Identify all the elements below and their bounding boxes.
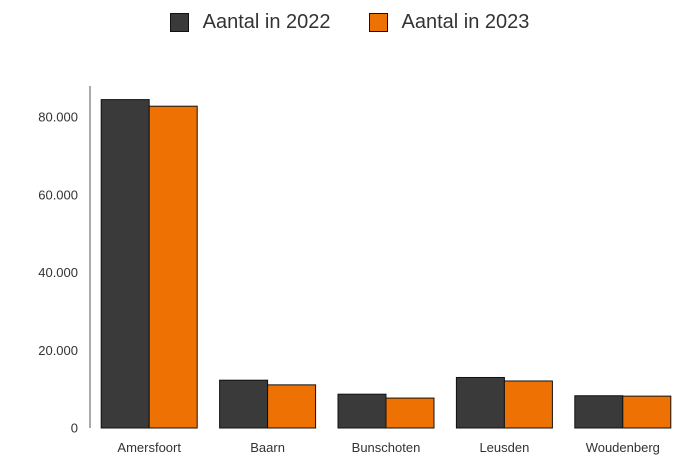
- bar-2022-leusden: [456, 377, 504, 428]
- y-tick-label: 0: [71, 421, 78, 436]
- y-tick-label: 20.000: [38, 343, 78, 358]
- x-tick-label: Amersfoort: [117, 440, 181, 455]
- bar-2023-leusden: [504, 381, 552, 428]
- bar-2023-amersfoort: [149, 106, 197, 428]
- x-tick-label: Woudenberg: [586, 440, 660, 455]
- x-axis: Amersfoort Baarn Bunschoten Leusden Woudenbe…: [117, 440, 659, 455]
- y-tick-label: 80.000: [38, 110, 78, 125]
- bar-2022-woudenberg: [575, 396, 623, 428]
- bar-2023-woudenberg: [623, 396, 671, 428]
- y-axis: 0 20.000 40.000 60.000 80.000: [38, 86, 90, 436]
- bars: [101, 100, 671, 428]
- x-tick-label: Bunschoten: [352, 440, 421, 455]
- bar-2022-amersfoort: [101, 100, 149, 428]
- y-tick-label: 60.000: [38, 187, 78, 202]
- bar-2023-bunschoten: [386, 398, 434, 428]
- bar-2022-bunschoten: [338, 394, 386, 428]
- x-tick-label: Baarn: [250, 440, 285, 455]
- x-tick-label: Leusden: [479, 440, 529, 455]
- bar-2023-baarn: [268, 385, 316, 428]
- y-tick-label: 40.000: [38, 265, 78, 280]
- bar-2022-baarn: [220, 380, 268, 428]
